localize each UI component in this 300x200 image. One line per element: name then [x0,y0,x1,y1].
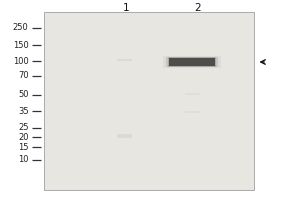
Bar [184,93,200,95]
Bar [44,12,254,190]
Text: 25: 25 [18,123,28,132]
Text: 10: 10 [18,156,28,164]
Text: 35: 35 [18,107,28,116]
Text: 1: 1 [123,3,129,13]
Text: 50: 50 [18,90,28,99]
Bar [163,56,221,68]
Text: 15: 15 [18,142,28,152]
Text: 2: 2 [195,3,201,13]
Bar [166,57,218,67]
Text: 100: 100 [13,56,28,66]
Text: 150: 150 [13,40,28,49]
Text: 250: 250 [13,23,28,32]
Bar [117,134,132,138]
Bar [169,58,215,66]
Text: 20: 20 [18,132,28,142]
Bar [117,59,132,61]
Bar [184,111,200,113]
Bar [168,57,217,67]
Text: 70: 70 [18,71,28,80]
